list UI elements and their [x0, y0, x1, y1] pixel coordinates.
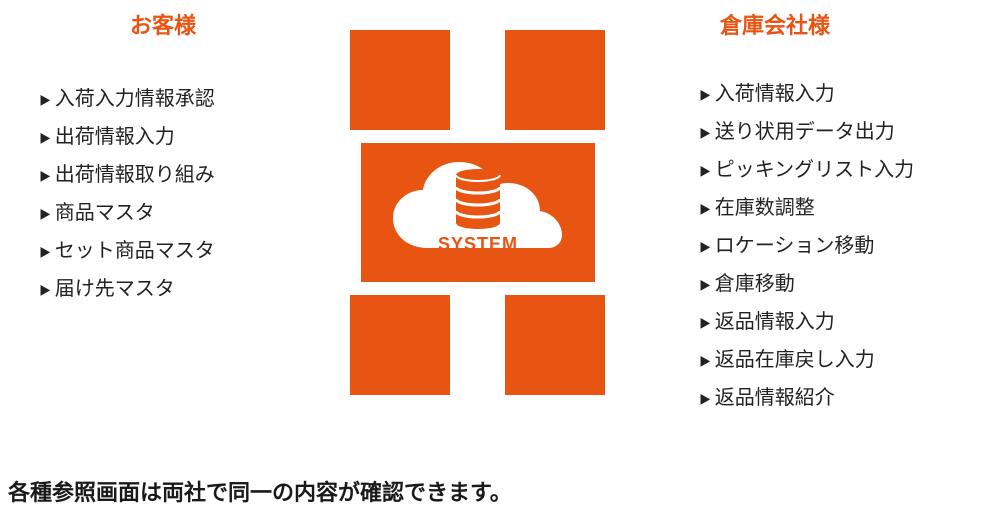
footer-note: 各種参照画面は両社で同一の内容が確認できます。	[8, 475, 512, 507]
left-list-item: 出荷情報取り組み	[40, 156, 215, 194]
right-list-item-label: 返品情報紹介	[715, 379, 835, 417]
right-list-item-label: ピッキングリスト入力	[715, 151, 914, 189]
right-list-item-label: 送り状用データ出力	[715, 113, 895, 151]
left-list-item: 入荷入力情報承認	[40, 80, 215, 118]
right-list-item: 返品情報紹介	[700, 379, 914, 417]
right-list-item: ロケーション移動	[700, 227, 914, 265]
right-list-item-label: 返品在庫戻し入力	[715, 341, 875, 379]
right-list-item-label: ロケーション移動	[715, 227, 875, 265]
left-list-item-label: 商品マスタ	[55, 194, 155, 232]
right-list-item: 在庫数調整	[700, 189, 914, 227]
left-list-item: 商品マスタ	[40, 194, 215, 232]
decorative-square	[505, 295, 605, 395]
system-block: SYSTEM	[358, 140, 598, 285]
right-list-item-label: 入荷情報入力	[715, 75, 835, 113]
left-column-title: お客様	[130, 8, 196, 40]
right-list-item: ピッキングリスト入力	[700, 151, 914, 189]
left-list-item: 出荷情報入力	[40, 118, 215, 156]
right-list-item: 返品在庫戻し入力	[700, 341, 914, 379]
right-list-item: 入荷情報入力	[700, 75, 914, 113]
right-list-item: 返品情報入力	[700, 303, 914, 341]
decorative-square	[350, 295, 450, 395]
right-list-item-label: 返品情報入力	[715, 303, 835, 341]
left-feature-list: 入荷入力情報承認出荷情報入力出荷情報取り組み商品マスタセット商品マスタ届け先マス…	[40, 80, 215, 308]
right-column-title: 倉庫会社様	[720, 8, 830, 40]
left-list-item-label: 出荷情報取り組み	[55, 156, 215, 194]
left-list-item-label: 出荷情報入力	[55, 118, 175, 156]
left-list-item-label: セット商品マスタ	[55, 232, 215, 270]
left-list-item: セット商品マスタ	[40, 232, 215, 270]
system-label: SYSTEM	[388, 234, 568, 255]
right-list-item-label: 在庫数調整	[715, 189, 815, 227]
right-feature-list: 入荷情報入力送り状用データ出力ピッキングリスト入力在庫数調整ロケーション移動倉庫…	[700, 75, 914, 417]
right-list-item: 倉庫移動	[700, 265, 914, 303]
left-list-item: 届け先マスタ	[40, 270, 215, 308]
cloud-system-icon	[388, 153, 568, 273]
right-list-item: 送り状用データ出力	[700, 113, 914, 151]
left-list-item-label: 入荷入力情報承認	[55, 80, 215, 118]
decorative-square	[505, 30, 605, 130]
left-list-item-label: 届け先マスタ	[55, 270, 175, 308]
right-list-item-label: 倉庫移動	[715, 265, 795, 303]
decorative-square	[350, 30, 450, 130]
